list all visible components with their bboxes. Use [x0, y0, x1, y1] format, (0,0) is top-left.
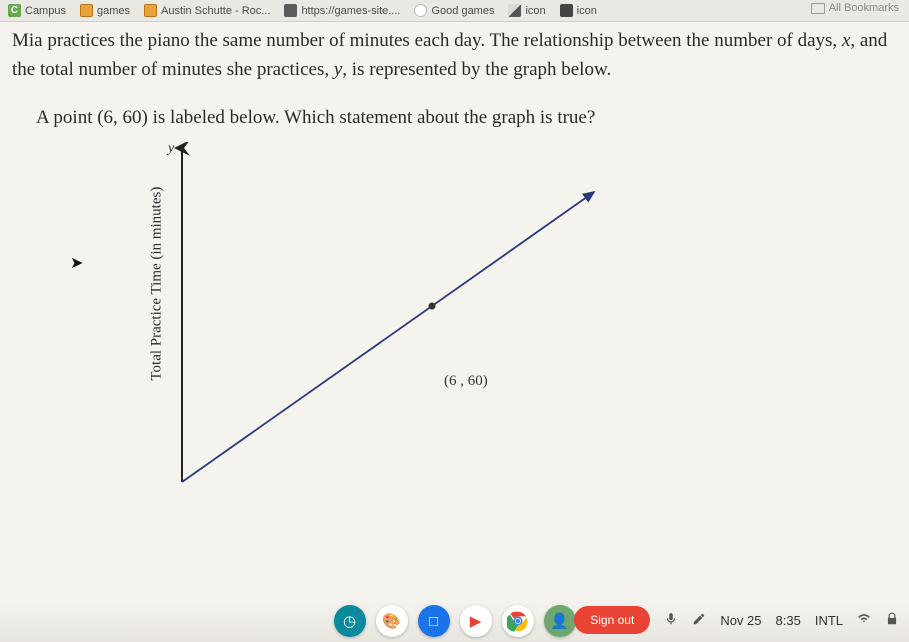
bookmark-favicon-icon [144, 4, 157, 17]
mic-icon[interactable] [664, 612, 678, 629]
bookmark-label: icon [525, 5, 545, 17]
bookmark-item[interactable]: icon [560, 4, 597, 17]
chart-svg [172, 142, 632, 502]
bookmark-label: Campus [25, 5, 66, 17]
bookmark-favicon-icon [414, 4, 427, 17]
bookmark-item[interactable]: https://games-site.... [284, 4, 400, 17]
date-label: Nov 25 [720, 613, 761, 628]
time-label: 8:35 [776, 613, 801, 628]
folder-icon [811, 3, 825, 14]
bookmark-label: Good games [431, 5, 494, 17]
question-text: A point (6, 60) is labeled below. Which … [36, 107, 595, 128]
bookmark-favicon-icon [508, 4, 521, 17]
all-bookmarks-label: All Bookmarks [829, 2, 899, 14]
status-tray: Sign out Nov 25 8:35 INTL [574, 606, 899, 634]
taskbar-app-icon[interactable]: ◷ [334, 605, 366, 637]
bookmark-label: games [97, 5, 130, 17]
bookmark-label: Austin Schutte - Roc... [161, 5, 270, 17]
bookmark-item[interactable]: Good games [414, 4, 494, 17]
bookmark-favicon-icon [80, 4, 93, 17]
signout-button[interactable]: Sign out [574, 606, 650, 634]
taskbar-apps: ◷ 🎨 □ ▶ 👤 [334, 605, 576, 637]
taskbar: ◷ 🎨 □ ▶ 👤 Sign out Nov 25 8:35 INTL [0, 600, 909, 642]
bookmark-favicon-icon [560, 4, 573, 17]
bookmark-favicon-icon [284, 4, 297, 17]
bookmark-item[interactable]: icon [508, 4, 545, 17]
bookmark-favicon-icon: C [8, 4, 21, 17]
chart-area: Total Practice Time (in minutes) y (6 , … [112, 142, 632, 502]
bookmark-label: icon [577, 5, 597, 17]
bookmark-item[interactable]: C Campus [8, 4, 66, 17]
problem-paragraph: Mia practices the piano the same number … [12, 26, 889, 85]
cursor-icon: ➤ [70, 252, 83, 277]
point-label: (6 , 60) [444, 370, 488, 393]
text-segment: , is represented by the graph below. [342, 59, 611, 80]
question-paragraph: A point (6, 60) is labeled below. Which … [12, 103, 889, 132]
bookmark-item[interactable]: games [80, 4, 130, 17]
y-axis-label: Total Practice Time (in minutes) [145, 187, 168, 381]
taskbar-app-icon[interactable]: ▶ [460, 605, 492, 637]
taskbar-app-icon[interactable]: 🎨 [376, 605, 408, 637]
locale-label: INTL [815, 613, 843, 628]
text-segment: Mia practices the piano the same number … [12, 30, 842, 51]
wifi-icon[interactable] [857, 612, 871, 629]
lock-icon[interactable] [885, 612, 899, 629]
bookmarks-bar: C Campus games Austin Schutte - Roc... https… [0, 0, 909, 22]
bookmark-label: https://games-site.... [301, 5, 400, 17]
bookmark-item[interactable]: Austin Schutte - Roc... [144, 4, 270, 17]
all-bookmarks-button[interactable]: All Bookmarks [811, 2, 899, 14]
taskbar-app-icon[interactable] [502, 605, 534, 637]
problem-content: Mia practices the piano the same number … [0, 22, 909, 502]
taskbar-app-icon[interactable]: 👤 [544, 605, 576, 637]
taskbar-app-icon[interactable]: □ [418, 605, 450, 637]
pen-icon[interactable] [692, 612, 706, 629]
